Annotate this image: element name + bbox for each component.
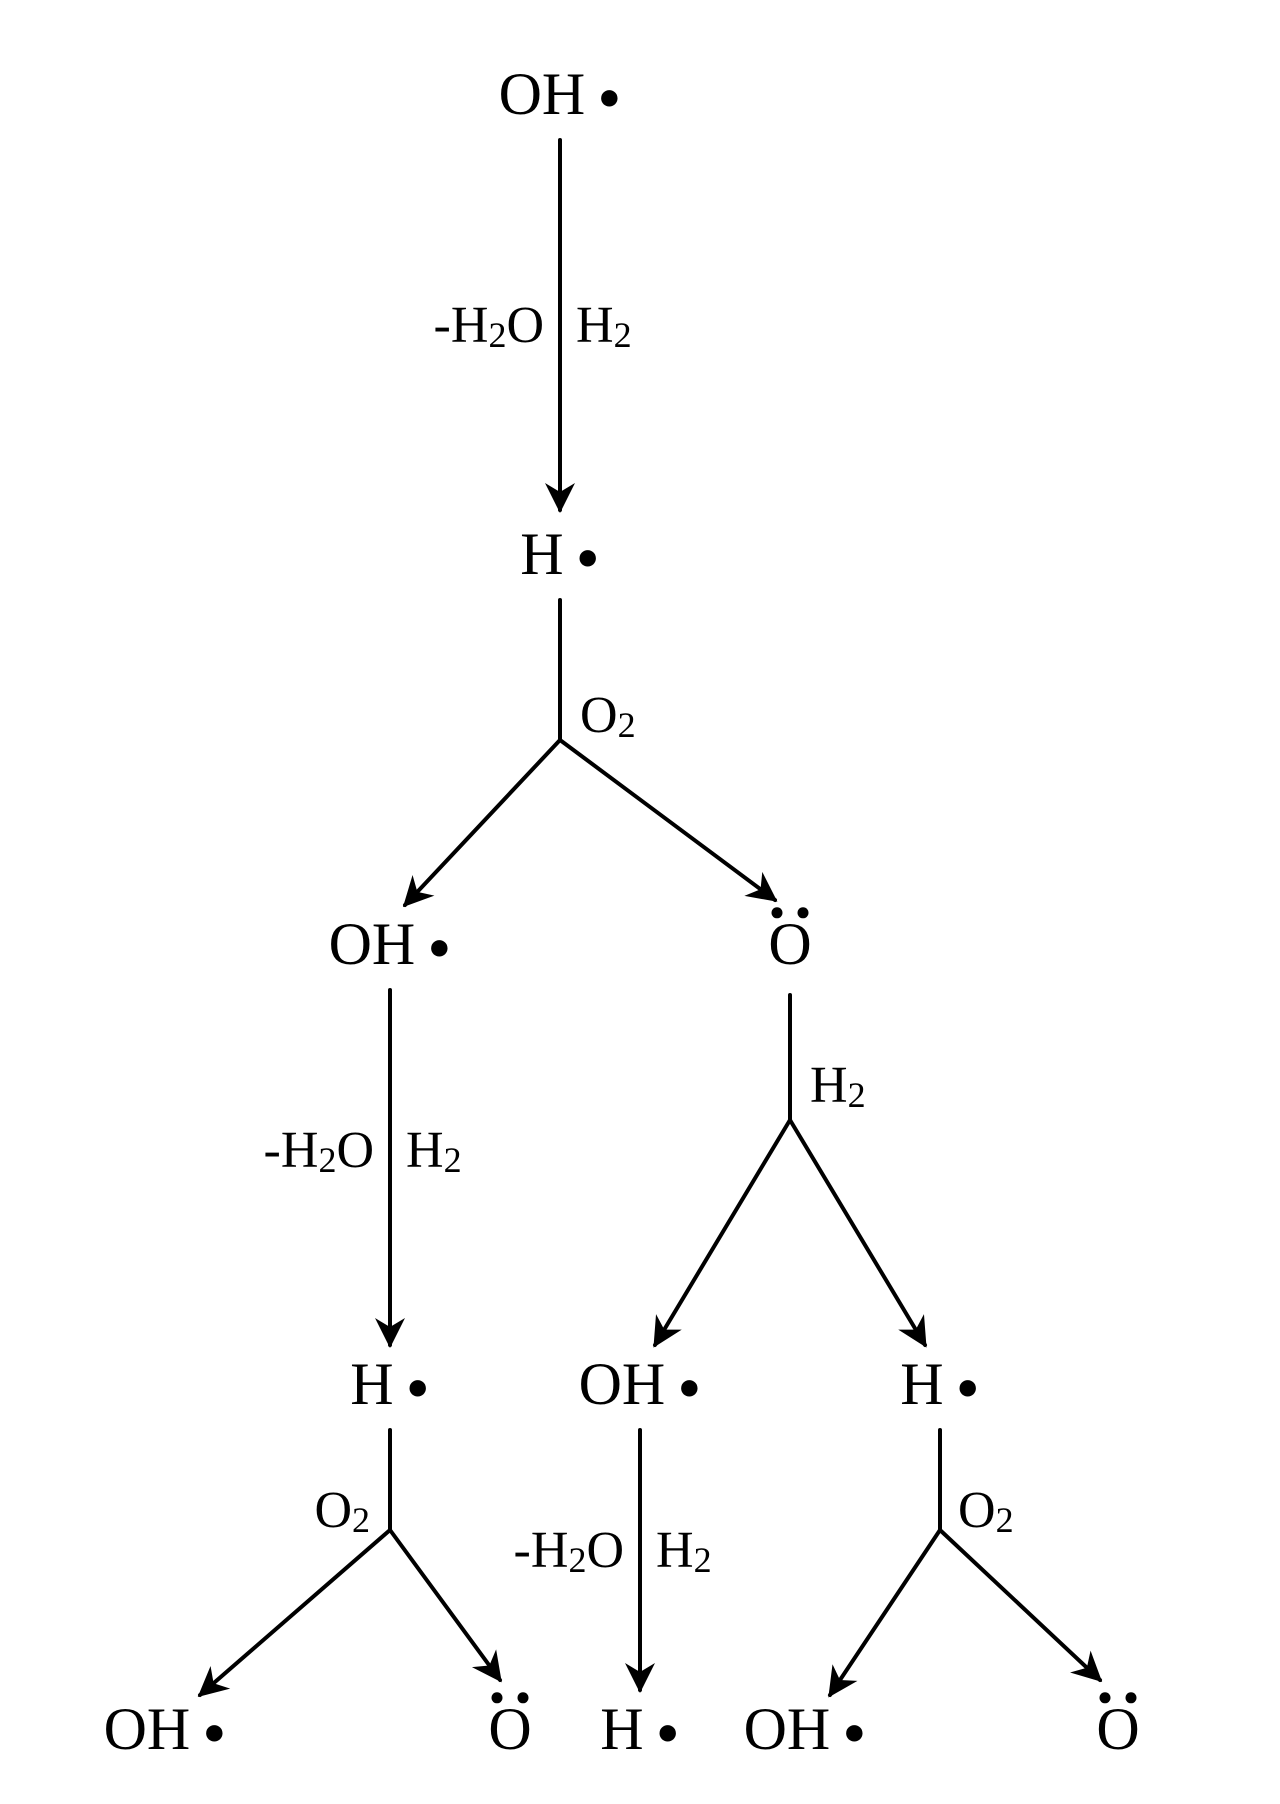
edge-label: H2 [576, 297, 632, 355]
edge [830, 1530, 940, 1695]
species-OHdot: OH • [329, 910, 452, 986]
species-Hdot: H • [600, 1695, 680, 1771]
svg-text:OH •: OH • [499, 60, 622, 136]
species-Hdot: H • [900, 1350, 980, 1426]
svg-text:H •: H • [600, 1695, 680, 1771]
svg-text:O: O [488, 1696, 531, 1762]
edge [405, 740, 560, 905]
edge [390, 1530, 500, 1680]
edge [790, 1120, 925, 1345]
edge [200, 1530, 390, 1695]
svg-text:H •: H • [900, 1350, 980, 1426]
svg-text:O: O [768, 911, 811, 977]
edge-label: -H2O [264, 1122, 374, 1180]
species-Oumlaut: O [768, 907, 811, 976]
species-OHdot: OH • [499, 60, 622, 136]
svg-text:OH •: OH • [104, 1695, 227, 1771]
edge-label: O2 [958, 1482, 1014, 1540]
edge-label: -H2O [514, 1522, 624, 1580]
species-Oumlaut: O [488, 1692, 531, 1761]
edge-label: H2 [810, 1057, 866, 1115]
svg-text:OH •: OH • [744, 1695, 867, 1771]
svg-text:O: O [1096, 1696, 1139, 1762]
svg-text:OH •: OH • [579, 1350, 702, 1426]
species-Hdot: H • [350, 1350, 430, 1426]
svg-text:H •: H • [520, 520, 600, 596]
svg-text:H •: H • [350, 1350, 430, 1426]
edge-label: H2 [656, 1522, 712, 1580]
edge [940, 1530, 1100, 1680]
species-OHdot: OH • [744, 1695, 867, 1771]
edge-label: -H2O [434, 297, 544, 355]
species-OHdot: OH • [104, 1695, 227, 1771]
species-Hdot: H • [520, 520, 600, 596]
edge [560, 740, 775, 900]
edge-label: O2 [580, 687, 636, 745]
edge-label: O2 [314, 1482, 370, 1540]
svg-text:OH •: OH • [329, 910, 452, 986]
edge-label: H2 [406, 1122, 462, 1180]
edge [655, 1120, 790, 1345]
species-OHdot: OH • [579, 1350, 702, 1426]
reaction-tree-diagram: -H2OH2O2-H2OH2H2O2-H2OH2O2 OH •H •OH •OH… [0, 0, 1280, 1804]
species-Oumlaut: O [1096, 1692, 1139, 1761]
